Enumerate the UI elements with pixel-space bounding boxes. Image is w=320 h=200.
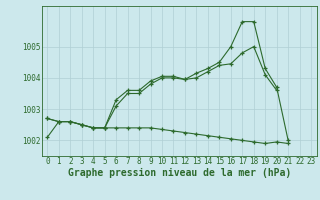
X-axis label: Graphe pression niveau de la mer (hPa): Graphe pression niveau de la mer (hPa) bbox=[68, 168, 291, 178]
